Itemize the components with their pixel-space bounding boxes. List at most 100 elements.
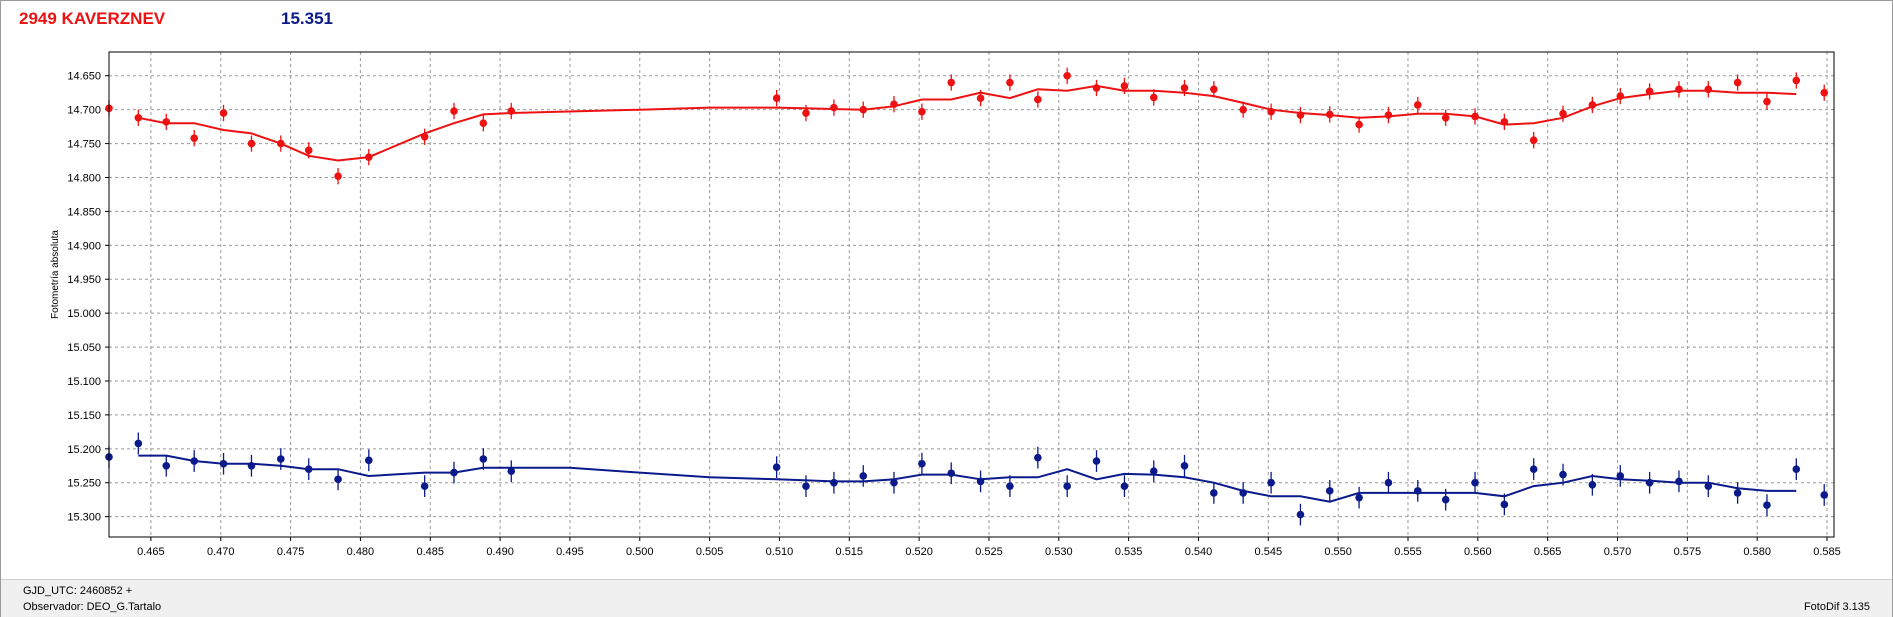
data-point bbox=[830, 478, 838, 487]
x-tick-label: 0.505 bbox=[696, 546, 724, 558]
x-tick-label: 0.550 bbox=[1324, 546, 1352, 558]
data-point bbox=[1296, 111, 1305, 119]
data-point bbox=[1820, 491, 1829, 499]
data-point bbox=[364, 456, 373, 465]
y-tick-label: 14.750 bbox=[67, 139, 101, 151]
x-tick-label: 0.510 bbox=[766, 546, 794, 558]
x-tick-label: 0.515 bbox=[836, 546, 864, 558]
data-point bbox=[1180, 84, 1189, 92]
data-point bbox=[1675, 85, 1683, 94]
data-point bbox=[1471, 112, 1479, 121]
data-point bbox=[507, 107, 516, 115]
data-point bbox=[1792, 76, 1801, 85]
data-point bbox=[219, 459, 228, 468]
data-point bbox=[1355, 120, 1363, 129]
y-tick-label: 15.150 bbox=[67, 410, 101, 422]
data-point bbox=[364, 153, 373, 161]
x-tick-label: 0.580 bbox=[1743, 546, 1771, 558]
data-point bbox=[134, 113, 143, 122]
y-tick-label: 15.250 bbox=[67, 478, 101, 490]
x-tick-label: 0.535 bbox=[1115, 546, 1143, 558]
data-point bbox=[1441, 113, 1450, 122]
x-tick-label: 0.470 bbox=[207, 546, 235, 558]
y-tick-label: 15.100 bbox=[67, 376, 101, 388]
observer-label: Observador: DEO_G.Tartalo bbox=[23, 601, 162, 613]
data-point bbox=[1006, 78, 1014, 87]
data-point bbox=[859, 472, 868, 480]
data-point bbox=[830, 103, 838, 112]
data-point bbox=[1675, 477, 1683, 486]
data-point bbox=[1588, 480, 1597, 489]
data-point bbox=[1733, 78, 1742, 87]
data-point bbox=[190, 134, 199, 142]
data-point bbox=[1559, 109, 1567, 118]
data-point bbox=[450, 468, 458, 477]
data-point bbox=[1441, 495, 1450, 504]
x-tick-label: 0.480 bbox=[347, 546, 375, 558]
data-point bbox=[1210, 85, 1218, 94]
x-tick-label: 0.530 bbox=[1045, 546, 1073, 558]
x-tick-label: 0.475 bbox=[277, 546, 305, 558]
data-point bbox=[247, 461, 256, 470]
y-tick-label: 14.900 bbox=[67, 240, 101, 252]
data-point bbox=[190, 457, 199, 465]
series-red bbox=[105, 67, 1829, 185]
light-curve-chart: 0.465 0.470 0.475 0.480 0.485 0.490 0.495 0.500… bbox=[50, 51, 1841, 558]
data-point bbox=[802, 109, 810, 117]
data-point bbox=[420, 132, 429, 141]
data-point bbox=[1820, 88, 1829, 97]
y-tick-label: 15.000 bbox=[67, 308, 101, 320]
data-point bbox=[1645, 478, 1654, 487]
data-point bbox=[1325, 110, 1334, 119]
data-point bbox=[1149, 467, 1158, 476]
y-axis-label: Fotometría absoluta bbox=[50, 230, 61, 319]
data-point bbox=[134, 439, 143, 448]
data-point bbox=[772, 463, 781, 471]
data-point bbox=[918, 459, 926, 468]
series-blue bbox=[105, 432, 1829, 526]
data-point bbox=[1763, 501, 1771, 509]
data-point bbox=[334, 475, 342, 484]
data-point bbox=[450, 107, 458, 115]
data-point bbox=[1529, 465, 1538, 473]
x-tick-label: 0.520 bbox=[905, 546, 933, 558]
data-point bbox=[1559, 470, 1567, 479]
data-point bbox=[1239, 489, 1247, 497]
series-layer bbox=[105, 67, 1829, 526]
x-tick-label: 0.465 bbox=[137, 546, 165, 558]
x-tick-label: 0.555 bbox=[1394, 546, 1422, 558]
data-point bbox=[1471, 478, 1479, 487]
x-tick-label: 0.585 bbox=[1813, 546, 1841, 558]
data-point bbox=[1006, 482, 1014, 490]
x-tick-label: 0.500 bbox=[626, 546, 654, 558]
data-point bbox=[1092, 84, 1101, 92]
data-point bbox=[1239, 105, 1247, 114]
x-tick-label: 0.570 bbox=[1604, 546, 1632, 558]
data-point bbox=[1120, 482, 1129, 490]
x-tick-label: 0.575 bbox=[1674, 546, 1702, 558]
data-point bbox=[1034, 95, 1042, 104]
data-point bbox=[304, 465, 313, 473]
data-point bbox=[802, 482, 810, 490]
y-tick-label: 15.300 bbox=[67, 512, 101, 524]
x-tick-label: 0.490 bbox=[486, 546, 514, 558]
plot-border bbox=[108, 51, 1835, 538]
data-point bbox=[772, 94, 781, 102]
data-point bbox=[219, 109, 228, 117]
data-point bbox=[1645, 87, 1654, 96]
data-point bbox=[1529, 136, 1538, 144]
data-point bbox=[1413, 101, 1422, 109]
data-point bbox=[1034, 453, 1042, 462]
data-point bbox=[277, 139, 285, 148]
fit-line bbox=[138, 454, 1797, 503]
data-point bbox=[1325, 487, 1334, 495]
data-point bbox=[890, 478, 898, 487]
data-point bbox=[1413, 487, 1422, 495]
asteroid-title: 2949 KAVERZNEV bbox=[19, 9, 166, 28]
data-point bbox=[334, 172, 342, 180]
data-point bbox=[1063, 482, 1071, 490]
data-point bbox=[479, 119, 488, 128]
data-point bbox=[1063, 71, 1071, 80]
data-point bbox=[1616, 92, 1625, 100]
